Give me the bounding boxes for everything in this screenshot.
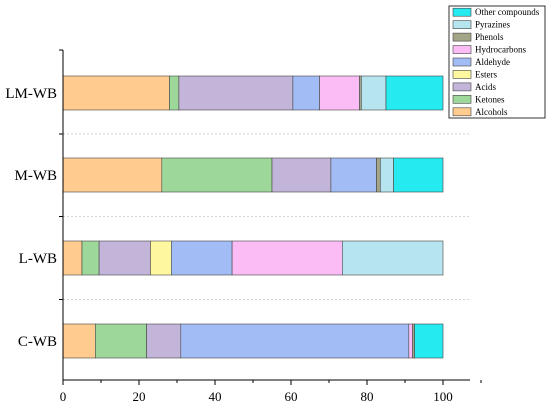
bar-segment-l-wb-pyrazines (341, 240, 444, 276)
legend-label-esters: Esters (475, 69, 497, 79)
bar-segment-lm-wb-hydrocarbons (319, 75, 360, 111)
category-label-l-wb: L-WB (19, 251, 57, 267)
legend-swatch-esters (452, 70, 472, 79)
legend-label-alcohols: Alcohols (475, 107, 508, 117)
legend-label-other-compounds: Other compounds (475, 7, 540, 17)
category-label-c-wb: C-WB (18, 334, 57, 350)
legend-label-ketones: Ketones (475, 94, 505, 104)
bar-segment-c-wb-alcohols (62, 323, 96, 359)
bar-segment-c-wb-hydrocarbons (408, 323, 413, 359)
legend-swatch-phenols (452, 32, 472, 42)
legend-label-aldehyde: Aldehyde (475, 57, 510, 67)
bar-segment-m-wb-acids (271, 157, 332, 193)
bar-segment-l-wb-aldehyde (171, 240, 233, 276)
bar-segment-l-wb-hydrocarbons (231, 240, 343, 276)
bar-segment-l-wb-acids (98, 240, 151, 276)
bar-segment-m-wb-ketones (161, 157, 273, 193)
bar-segment-lm-wb-other-compounds (385, 75, 444, 111)
x-tick-label-80: 80 (361, 389, 374, 404)
legend-label-phenols: Phenols (475, 32, 504, 42)
legend-label-hydrocarbons: Hydrocarbons (475, 45, 526, 55)
bar-segment-lm-wb-pyrazines (360, 75, 387, 111)
bar-segment-lm-wb-alcohols (62, 75, 170, 111)
x-tick-label-20: 20 (133, 389, 146, 404)
bar-segment-lm-wb-acids (178, 75, 294, 111)
bar-segment-lm-wb-aldehyde (292, 75, 320, 111)
category-label-m-wb: M-WB (15, 168, 58, 184)
x-tick-label-40: 40 (209, 389, 222, 404)
bar-segment-l-wb-ketones (81, 240, 100, 276)
legend-swatch-hydrocarbons (452, 45, 472, 54)
bar-segment-c-wb-acids (146, 323, 182, 359)
legend-swatch-aldehyde (452, 57, 472, 67)
legend-label-pyrazines: Pyrazines (475, 20, 510, 30)
legend-swatch-alcohols (452, 107, 472, 117)
bar-segment-c-wb-aldehyde (180, 323, 410, 359)
category-label-lm-wb: LM-WB (5, 86, 57, 102)
legend-swatch-ketones (452, 95, 472, 104)
bar-segment-c-wb-other-compounds (414, 323, 444, 359)
x-tick-label-60: 60 (285, 389, 298, 404)
legend-label-acids: Acids (475, 82, 496, 92)
bar-segment-l-wb-esters (150, 240, 172, 276)
bar-segment-l-wb-alcohols (62, 240, 83, 276)
bar-segment-lm-wb-ketones (169, 75, 180, 111)
bar-segment-c-wb-ketones (95, 323, 147, 359)
bar-segment-m-wb-pyrazines (379, 157, 394, 193)
bar-segment-m-wb-phenols (376, 157, 381, 193)
x-tick-label-100: 100 (433, 389, 453, 404)
bar-segment-m-wb-aldehyde (330, 157, 377, 193)
x-tick-label-0: 0 (60, 389, 67, 404)
bar-segment-m-wb-other-compounds (393, 157, 444, 193)
legend-swatch-pyrazines (452, 20, 472, 29)
legend-swatch-acids (452, 82, 472, 92)
bar-segment-m-wb-alcohols (62, 157, 163, 193)
legend-swatch-other-compounds (452, 7, 472, 17)
